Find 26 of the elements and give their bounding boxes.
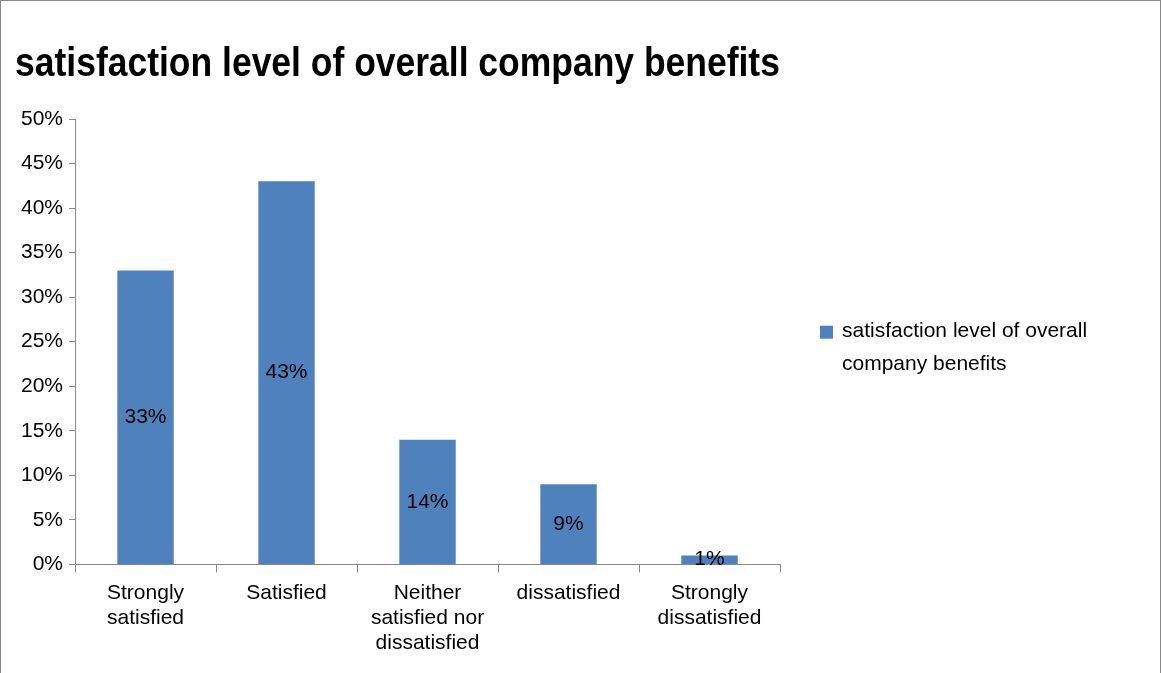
data-label: 9% xyxy=(553,510,584,534)
y-tick-label: 50% xyxy=(21,105,64,129)
y-tick-label: 25% xyxy=(21,328,64,352)
x-tick-label: Neither satisfied nor dissatisfied xyxy=(370,579,485,654)
y-tick-label: 35% xyxy=(21,239,64,263)
y-tick-label: 40% xyxy=(21,194,64,218)
y-tick-label: 30% xyxy=(21,283,64,307)
x-tick-label: dissatisfied xyxy=(516,579,621,603)
data-label: 43% xyxy=(265,359,308,383)
bar xyxy=(258,181,315,564)
x-tick-label: Satisfied xyxy=(246,579,327,603)
y-tick-label: 10% xyxy=(21,462,64,486)
bar xyxy=(399,439,456,564)
y-tick-label: 20% xyxy=(21,373,64,397)
x-tick-label: Strongly satisfied xyxy=(107,579,185,628)
bar xyxy=(117,270,174,564)
y-tick-label: 0% xyxy=(32,551,64,575)
y-tick-label: 15% xyxy=(21,417,64,441)
bar xyxy=(540,484,597,564)
x-tick-label: Strongly dissatisfied xyxy=(657,579,762,628)
chart-title: satisfaction level of overall company benefits xyxy=(15,40,780,85)
y-tick-label: 45% xyxy=(21,150,64,174)
data-label: 14% xyxy=(406,488,449,512)
legend-label: satisfaction level of overall company benefits xyxy=(842,318,1088,375)
y-tick-label: 5% xyxy=(32,506,64,530)
data-label: 33% xyxy=(124,403,167,427)
